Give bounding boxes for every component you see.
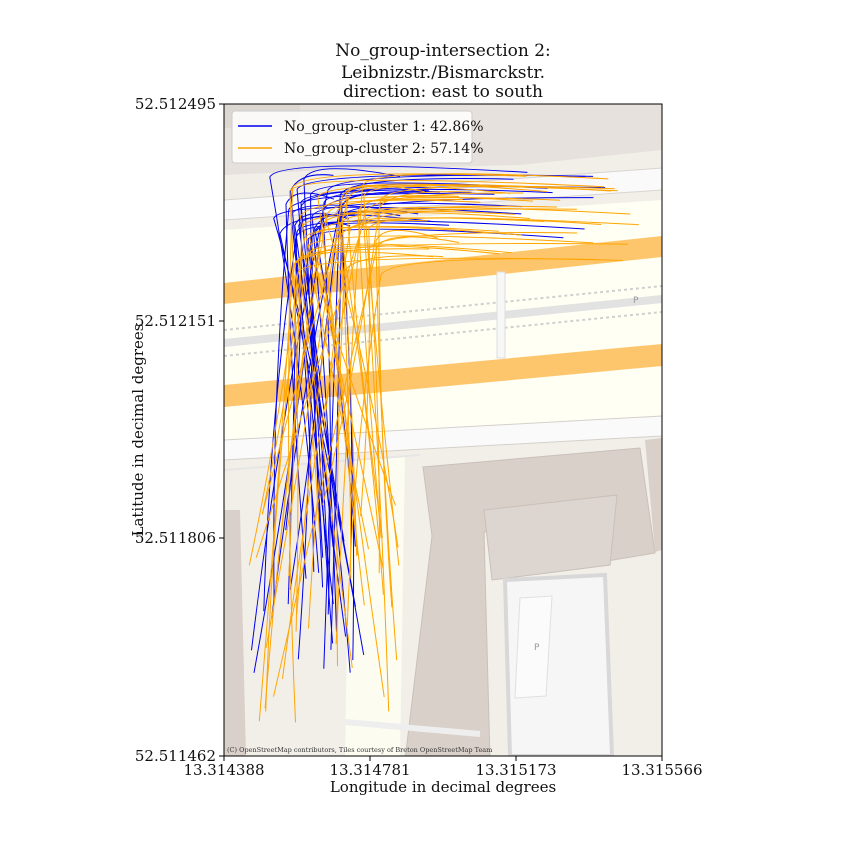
trajectory-line <box>357 195 459 538</box>
trajectory-line <box>363 205 557 712</box>
y-tick-label-0: 52.512495 <box>135 95 216 113</box>
trajectory-line <box>258 248 430 722</box>
trajectory-line <box>336 255 444 667</box>
trajectory-line <box>317 245 500 556</box>
trajectory-line <box>273 193 495 599</box>
x-axis: 13.314388 13.314781 13.315173 13.315566 … <box>183 756 703 796</box>
legend-box <box>231 110 473 164</box>
trajectory-line <box>293 251 434 540</box>
legend-label-cluster-2: No_group-cluster 2: 57.14% <box>284 141 484 157</box>
plot-frame <box>223 103 663 757</box>
trajectory-line <box>321 217 545 606</box>
trajectory-line <box>375 229 439 661</box>
trajectory-line <box>265 184 425 648</box>
trajectory-line <box>309 222 341 644</box>
trajectory-layer <box>248 165 639 723</box>
x-tick-label-2: 13.315173 <box>475 761 556 779</box>
trajectory-line <box>339 212 530 580</box>
parking-label: P <box>534 643 540 653</box>
trajectory-line <box>288 208 468 576</box>
trajectory-line <box>345 183 548 538</box>
trajectory-line <box>263 220 585 612</box>
trajectory-line <box>264 210 516 709</box>
x-axis-label: Longitude in decimal degrees <box>330 778 556 796</box>
chart-title-line-2: Leibnizstr./Bismarckstr. <box>341 63 545 83</box>
series-cluster-2 <box>248 173 639 723</box>
plot-area: P P <box>224 104 662 756</box>
chart-title-line-1: No_group-intersection 2: <box>335 41 551 61</box>
trajectory-line <box>288 173 527 723</box>
x-tick-label-1: 13.314781 <box>329 761 410 779</box>
legend: No_group-cluster 1: 42.86% No_group-clus… <box>231 110 484 164</box>
y-axis: 52.512495 52.512151 52.511806 52.511462 … <box>129 95 224 765</box>
trajectory-line <box>294 213 356 607</box>
trajectory-line <box>307 243 512 550</box>
trajectory-line <box>335 173 609 645</box>
trajectory-line <box>299 198 463 506</box>
y-axis-label: Latitude in decimal degrees <box>129 323 147 536</box>
y-tick-label-3: 52.511462 <box>135 747 216 765</box>
chart-title-line-3: direction: east to south <box>343 82 543 102</box>
trajectory-line <box>261 185 511 514</box>
trajectory-line <box>282 192 524 679</box>
legend-label-cluster-1: No_group-cluster 1: 42.86% <box>284 119 484 135</box>
basemap: P P <box>224 104 662 756</box>
trajectory-line <box>309 226 522 569</box>
trajectory-line <box>341 206 631 557</box>
trajectory-line <box>261 235 594 515</box>
trajectory-line <box>265 225 499 712</box>
trajectory-line <box>346 258 596 626</box>
trajectory-line <box>269 165 528 573</box>
x-tick-label-0: 13.314388 <box>183 761 264 779</box>
trajectory-line <box>368 232 578 574</box>
trajectory-line <box>378 191 472 608</box>
y-tick-label-2: 52.511806 <box>135 529 216 547</box>
trajectory-line <box>273 236 460 697</box>
trajectory-line <box>248 257 623 566</box>
trajectory-line <box>289 179 605 632</box>
y-tick-label-1: 52.512151 <box>135 312 216 330</box>
trajectory-line <box>273 206 522 542</box>
trajectory-line <box>255 208 577 558</box>
trajectory-line <box>363 184 611 566</box>
x-tick-label-3: 13.315566 <box>621 761 702 779</box>
map-attribution: (C) OpenStreetMap contributors, Tiles co… <box>227 746 492 754</box>
parking-label-2: P <box>633 296 639 306</box>
